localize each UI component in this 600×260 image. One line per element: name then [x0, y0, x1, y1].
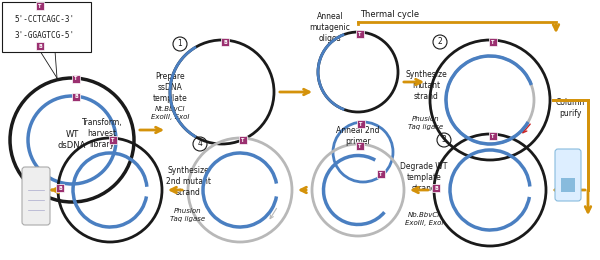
Text: B: B	[223, 40, 227, 44]
Text: T: T	[379, 172, 383, 177]
Text: T: T	[358, 144, 362, 148]
FancyBboxPatch shape	[22, 167, 50, 225]
Text: 1: 1	[178, 40, 182, 49]
Text: 3: 3	[442, 135, 446, 145]
Text: Phusion
Taq ligase: Phusion Taq ligase	[170, 208, 206, 222]
Bar	[489, 38, 497, 46]
Bar	[356, 142, 364, 150]
Text: WT
dsDNA: WT dsDNA	[58, 130, 86, 150]
Text: B: B	[434, 185, 438, 191]
Text: Phusion
Taq ligase: Phusion Taq ligase	[409, 116, 443, 129]
Text: 5'-CCTCAGC-3': 5'-CCTCAGC-3'	[15, 16, 75, 24]
Text: B: B	[74, 94, 78, 100]
Text: T: T	[241, 138, 245, 142]
Text: T: T	[358, 31, 362, 36]
Bar	[56, 184, 64, 192]
Bar	[72, 75, 80, 83]
Bar	[377, 170, 385, 178]
Bar	[36, 42, 44, 50]
Text: B: B	[38, 43, 42, 49]
Bar	[36, 2, 44, 10]
Text: T: T	[38, 3, 41, 9]
Text: Column
purify: Column purify	[556, 98, 584, 118]
Bar	[561, 178, 575, 192]
Bar	[357, 120, 365, 128]
Text: Thermal cycle: Thermal cycle	[361, 10, 419, 19]
Bar	[239, 136, 247, 144]
Bar	[489, 132, 497, 140]
Text: 2: 2	[437, 37, 442, 47]
Text: T: T	[74, 76, 77, 81]
Text: T: T	[112, 138, 115, 142]
Text: T: T	[491, 40, 494, 44]
Text: Degrade WT
template
strand: Degrade WT template strand	[400, 162, 448, 193]
Text: Transform,
harvest
library: Transform, harvest library	[82, 118, 122, 149]
Bar	[72, 93, 80, 101]
Bar	[432, 184, 440, 192]
Bar	[221, 38, 229, 46]
FancyBboxPatch shape	[2, 2, 91, 52]
Bar	[109, 136, 117, 144]
Text: Synthesize
2nd mutant
strand: Synthesize 2nd mutant strand	[166, 166, 211, 197]
Text: Synthesize
mutant
strand: Synthesize mutant strand	[405, 70, 447, 101]
Text: 4: 4	[197, 140, 202, 148]
Text: Prepare
ssDNA
template: Prepare ssDNA template	[152, 72, 187, 103]
Text: 3'-GGAGTCG-5': 3'-GGAGTCG-5'	[15, 30, 75, 40]
Text: Nt.BbvCI
ExoIII, ExoI: Nt.BbvCI ExoIII, ExoI	[151, 106, 189, 120]
Text: Anneal 2nd
primer: Anneal 2nd primer	[336, 126, 380, 146]
Bar	[356, 30, 364, 38]
FancyBboxPatch shape	[555, 149, 581, 201]
Text: Anneal
mutagenic
oligos: Anneal mutagenic oligos	[310, 12, 350, 43]
Text: T: T	[359, 121, 362, 127]
Text: Nb.BbvCI
ExoIII, Exol: Nb.BbvCI ExoIII, Exol	[405, 212, 443, 225]
Text: T: T	[491, 133, 494, 139]
Text: B: B	[58, 185, 62, 191]
